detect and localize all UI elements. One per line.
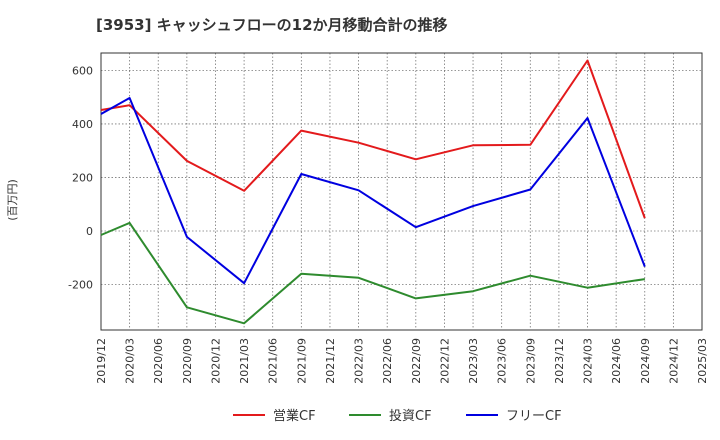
x-tick-label: 2022/12 [438,338,451,384]
x-tick-label: 2020/09 [181,338,194,384]
x-tick-label: 2021/09 [295,338,308,384]
chart-title: [3953] キャッシュフローの12か月移動合計の推移 [96,16,448,34]
y-tick-label: 200 [72,171,93,184]
x-tick-label: 2023/09 [524,338,537,384]
grid-lines [101,53,702,330]
x-tick-label: 2020/03 [124,338,137,384]
x-axis-ticks: 2019/12 2020/03 2020/06 2020/09 2020/12 2021/… [95,338,709,384]
x-tick-label: 2021/06 [267,338,280,384]
legend-label-0: 営業CF [273,408,316,424]
x-tick-label: 2022/06 [381,338,394,384]
x-tick-label: 2021/03 [238,338,251,384]
legend-label-1: 投資CF [389,408,432,424]
series-line-1 [100,221,645,325]
x-tick-label: 2019/12 [95,338,108,384]
legend: 営業CF 投資CF フリーCF [233,408,562,424]
x-tick-label: 2022/03 [353,338,366,384]
series-lines [100,59,646,325]
x-tick-label: 2020/06 [152,338,165,384]
y-tick-label: 0 [86,225,93,238]
plot-area-frame [100,52,703,331]
y-tick-label: -200 [68,279,93,292]
x-tick-label: 2021/12 [324,338,337,384]
y-axis-label: (百万円) [6,179,19,221]
x-tick-label: 2023/12 [553,338,566,384]
legend-label-2: フリーCF [506,409,562,424]
x-tick-label: 2022/09 [410,338,423,384]
y-tick-label: 600 [72,64,93,77]
x-tick-label: 2024/03 [582,338,595,384]
y-axis-ticks: -200 0 200 400 600 [68,64,93,291]
x-tick-label: 2025/03 [696,338,709,384]
x-tick-label: 2023/03 [467,338,480,384]
x-tick-label: 2023/06 [496,338,509,384]
series-line-0 [100,59,646,219]
x-tick-label: 2024/09 [639,338,652,384]
x-tick-label: 2024/06 [610,338,623,384]
series-line-2 [100,97,646,285]
y-tick-label: 400 [72,118,93,131]
x-tick-label: 2020/12 [209,338,222,384]
x-tick-label: 2024/12 [667,338,680,384]
